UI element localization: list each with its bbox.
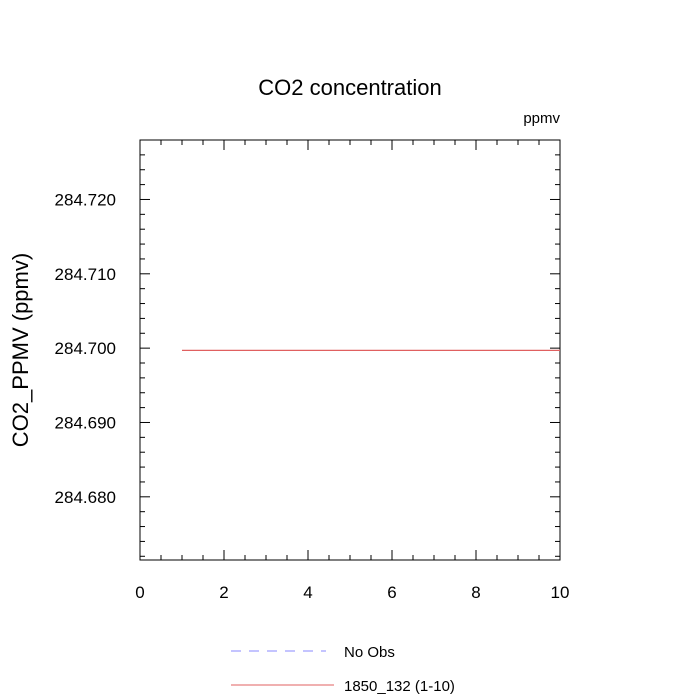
y-tick-label: 284.720: [55, 190, 116, 209]
x-tick-label: 4: [303, 583, 312, 602]
units-label: ppmv: [523, 110, 560, 127]
x-tick-label: 6: [387, 583, 396, 602]
x-tick-label: 8: [471, 583, 480, 602]
y-tick-label: 284.690: [55, 413, 116, 432]
axis-ticks: [139, 140, 561, 560]
legend-label-0: No Obs: [344, 644, 395, 661]
y-tick-label: 284.710: [55, 265, 116, 284]
legend-label-1: 1850_132 (1-10): [344, 678, 455, 695]
y-tick-label: 284.680: [55, 488, 116, 507]
x-tick-label: 10: [551, 583, 570, 602]
axis-tick-labels: 0 2 4 6 8 10 284.680 284.690 284.700 284.710 284.7…: [55, 190, 570, 602]
legend: No Obs 1850_132 (1-10): [231, 644, 455, 695]
y-axis-title: CO2_PPMV (ppmv): [8, 253, 33, 447]
x-tick-label: 0: [135, 583, 144, 602]
y-tick-label: 284.700: [55, 339, 116, 358]
chart-title: CO2 concentration: [258, 75, 441, 100]
x-tick-label: 2: [219, 583, 228, 602]
